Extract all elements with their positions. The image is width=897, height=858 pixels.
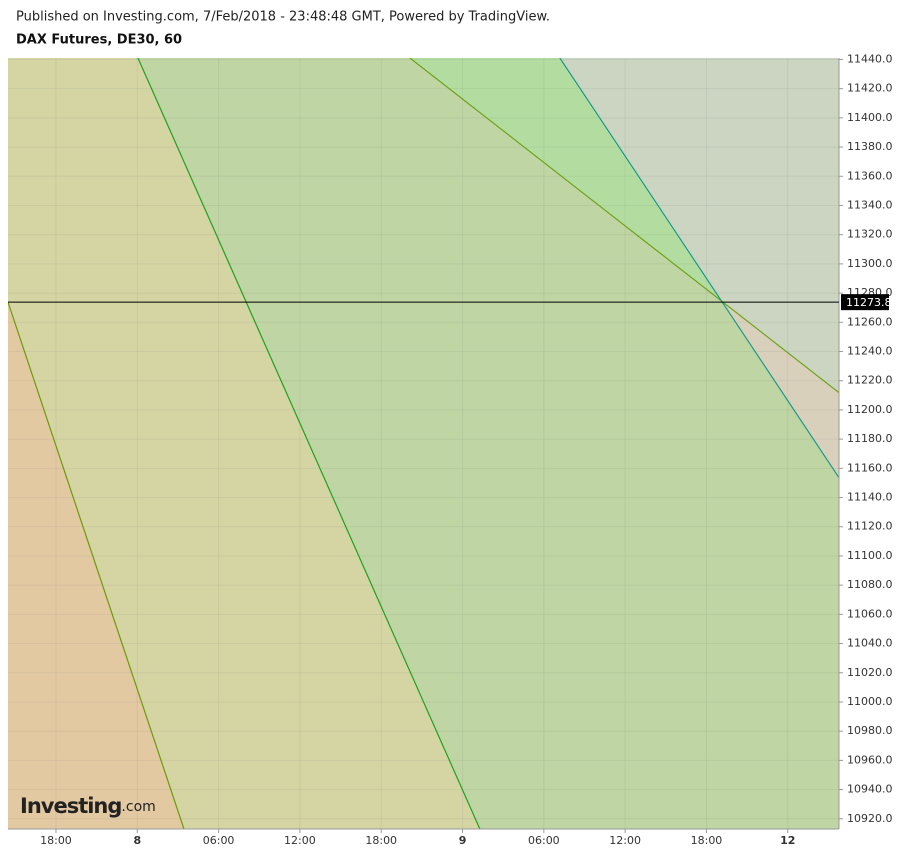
- x-tick-label: 06:00: [528, 834, 560, 847]
- zone: [560, 58, 839, 393]
- zones: [8, 58, 839, 829]
- y-tick-label: 11200.0: [847, 403, 893, 416]
- y-tick-label: 11040.0: [847, 637, 893, 650]
- fan-lines: [8, 58, 839, 829]
- y-tick-label: 11240.0: [847, 345, 893, 358]
- y-tick-label: 11360.0: [847, 169, 893, 182]
- y-tick-label: 11100.0: [847, 549, 893, 562]
- logo-brand: Investing: [20, 794, 121, 818]
- fan-line: [409, 58, 839, 394]
- y-tick-label: 11260.0: [847, 315, 893, 328]
- y-tick-label: 11400.0: [847, 111, 893, 124]
- axis-labels: 11440.0 11420.0 11400.0 11380.0 11360.0 11340…: [40, 52, 892, 847]
- y-tick-label: 11000.0: [847, 695, 893, 708]
- logo: Investing.com: [20, 794, 156, 818]
- y-tick-label: 11080.0: [847, 578, 893, 591]
- fan-line: [137, 58, 481, 829]
- grid: [8, 58, 839, 829]
- logo-suffix: .com: [121, 799, 155, 815]
- x-tick-label: 12:00: [284, 834, 316, 847]
- symbol-title: DAX Futures, DE30, 60: [16, 33, 182, 48]
- y-tick-label: 11020.0: [847, 666, 893, 679]
- x-tick-label: 18:00: [40, 834, 72, 847]
- y-tick-label: 10980.0: [847, 724, 893, 737]
- y-tick-label: 11300.0: [847, 257, 893, 270]
- x-tick-label: 18:00: [691, 834, 723, 847]
- y-tick-label: 11140.0: [847, 491, 893, 504]
- x-tick-label: 12:00: [609, 834, 641, 847]
- y-tick-label: 11120.0: [847, 520, 893, 533]
- y-tick-label: 10960.0: [847, 753, 893, 766]
- x-tick-label: 8: [133, 834, 141, 847]
- last-price-label: 11273.8: [846, 296, 892, 309]
- x-tick-label: 12: [780, 834, 795, 847]
- x-tick-label: 9: [459, 834, 467, 847]
- published-note: Published on Investing.com, 7/Feb/2018 -…: [16, 10, 550, 25]
- y-tick-label: 11220.0: [847, 374, 893, 387]
- x-tick-label: 18:00: [365, 834, 397, 847]
- y-tick-label: 11060.0: [847, 607, 893, 620]
- fan-line: [8, 301, 185, 829]
- zone: [8, 58, 480, 829]
- y-tick-label: 11320.0: [847, 228, 893, 241]
- y-tick-label: 11420.0: [847, 82, 893, 95]
- y-tick-label: 10920.0: [847, 812, 893, 825]
- fan-line: [559, 58, 839, 479]
- y-tick-label: 11340.0: [847, 198, 893, 211]
- y-tick-label: 11180.0: [847, 432, 893, 445]
- y-tick-label: 10940.0: [847, 783, 893, 796]
- y-tick-label: 11380.0: [847, 140, 893, 153]
- last-price-box: [841, 294, 889, 311]
- y-tick-label: 11440.0: [847, 52, 893, 65]
- x-tick-label: 06:00: [203, 834, 235, 847]
- y-tick-label: 11160.0: [847, 461, 893, 474]
